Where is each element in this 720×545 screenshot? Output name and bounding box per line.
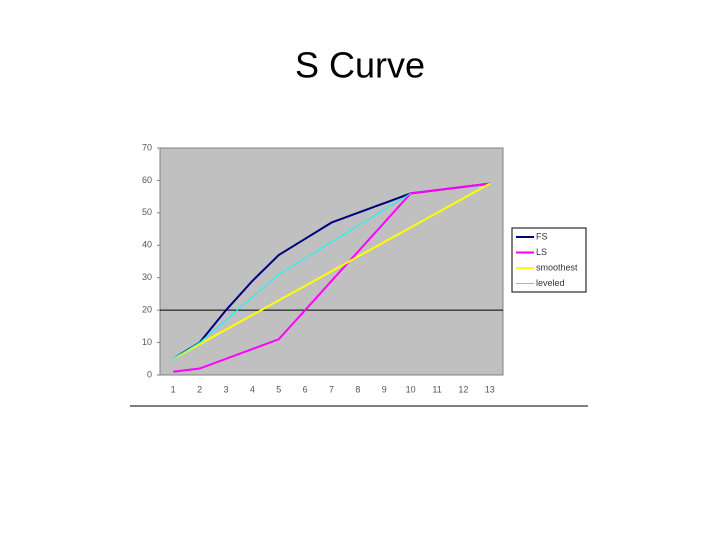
y-tick-label: 30 [142,272,152,282]
y-tick-label: 70 [142,142,152,152]
legend-label: smoothest [536,262,578,272]
chart-title: S Curve [295,45,425,86]
y-tick-label: 60 [142,175,152,185]
plot-area [159,147,504,376]
legend-label: leveled [536,278,565,288]
x-tick-label: 3 [223,384,228,394]
series-line [173,182,490,373]
y-tick-label: 20 [142,305,152,315]
x-tick-label: 5 [276,384,281,394]
x-tick-label: 1 [171,384,176,394]
series-line [172,182,491,360]
x-tick-label: 2 [197,384,202,394]
y-tick-label: 10 [142,337,152,347]
x-tick-label: 8 [355,384,360,394]
y-tick-label: 0 [147,369,152,379]
x-tick-label: 12 [458,384,468,394]
legend-label: FS [536,231,548,241]
series-line [172,192,411,360]
legend-label: LS [536,247,547,257]
x-tick-label: 13 [485,384,495,394]
x-tick-label: 7 [329,384,334,394]
x-tick-label: 11 [432,384,441,394]
y-tick-label: 50 [142,207,152,217]
y-tick-label: 40 [142,240,152,250]
x-tick-label: 10 [406,384,416,394]
x-tick-label: 9 [382,384,387,394]
x-tick-label: 6 [303,384,308,394]
x-tick-label: 4 [250,384,255,394]
legend-box [511,227,587,293]
